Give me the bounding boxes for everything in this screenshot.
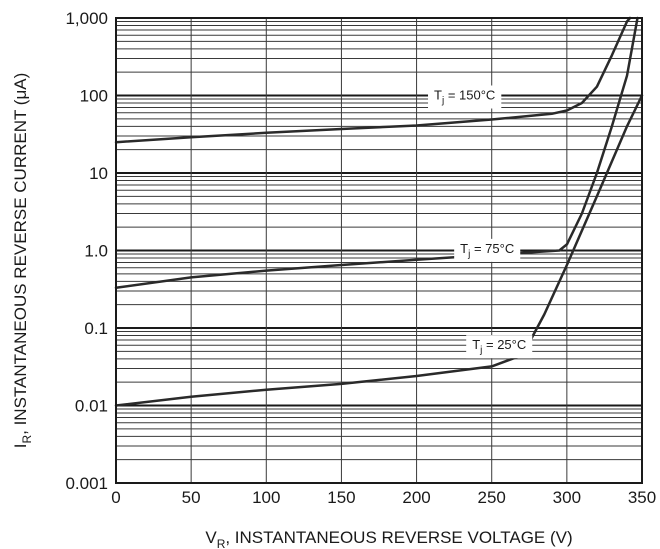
x-tick-label: 200 — [402, 488, 430, 507]
y-axis-title: IR, INSTANTANEOUS REVERSE CURRENT (μA) — [11, 73, 34, 449]
x-tick-label: 0 — [111, 488, 120, 507]
svg-text:Tj = 25°C: Tj = 25°C — [472, 337, 526, 356]
series-line-1 — [114, 16, 632, 144]
x-tick-label: 150 — [327, 488, 355, 507]
series-labels: Tj = 150°C Tj = 75°C Tj = 25°C — [428, 85, 533, 359]
svg-text:Tj = 150°C: Tj = 150°C — [434, 88, 495, 107]
x-tick-label: 300 — [553, 488, 581, 507]
series-label-1: Tj = 150°C — [428, 85, 502, 109]
y-tick-label: 100 — [80, 87, 108, 106]
series-label-3: Tj = 25°C — [466, 335, 533, 359]
plot-frame — [115, 17, 643, 484]
x-axis-title: VR, INSTANTANEOUS REVERSE VOLTAGE (V) — [205, 528, 572, 549]
grid — [115, 17, 643, 484]
svg-text:Tj = 75°C: Tj = 75°C — [460, 241, 514, 260]
y-tick-label: 0.01 — [75, 397, 108, 416]
y-tick-label: 0.1 — [84, 319, 108, 338]
x-tick-label: 250 — [478, 488, 506, 507]
y-tick-label: 10 — [89, 164, 108, 183]
y-tick-labels: 1,000 100 10 1.0 0.1 0.01 0.001 — [65, 9, 108, 493]
y-tick-label: 1,000 — [65, 9, 108, 28]
series-label-2: Tj = 75°C — [454, 238, 521, 262]
y-tick-label: 1.0 — [84, 242, 108, 261]
curves — [114, 16, 644, 407]
x-tick-label: 350 — [628, 488, 656, 507]
x-tick-labels: 0 50 100 150 200 250 300 350 — [111, 488, 656, 507]
x-tick-label: 50 — [182, 488, 201, 507]
x-tick-label: 100 — [252, 488, 280, 507]
y-tick-label: 0.001 — [65, 474, 108, 493]
series-line-2 — [114, 16, 639, 290]
